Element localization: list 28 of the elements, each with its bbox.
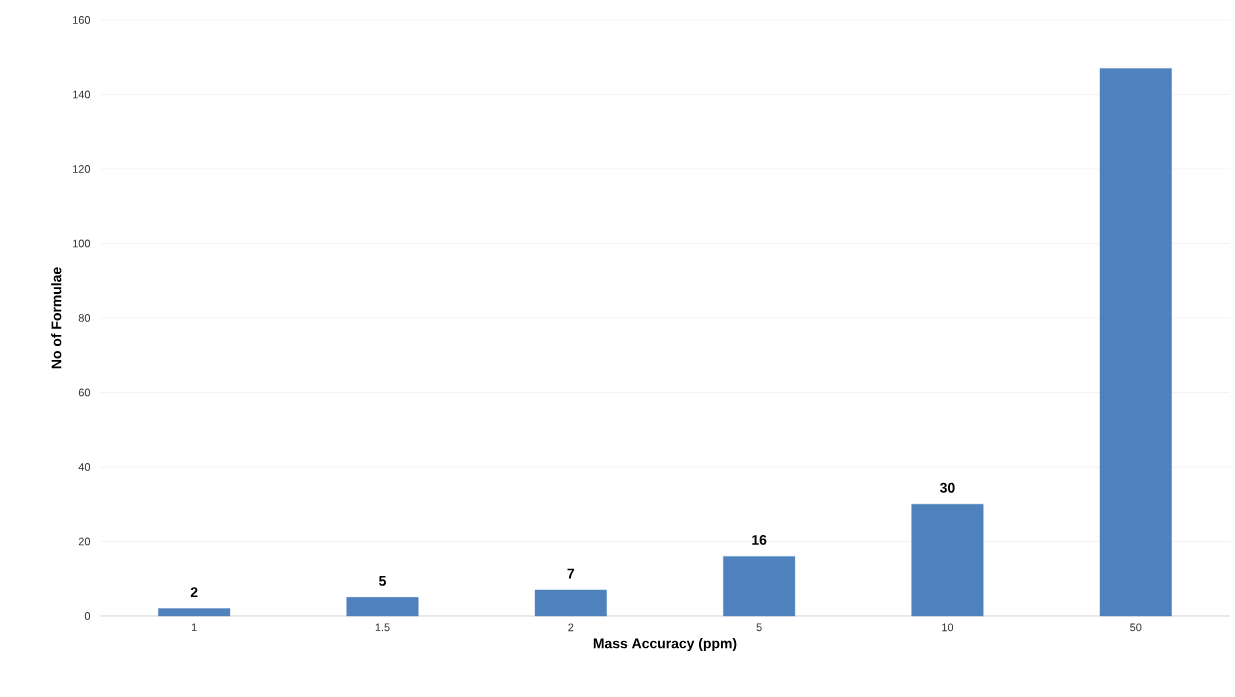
x-tick-label: 10: [942, 623, 954, 632]
y-tick-label: 140: [73, 90, 91, 99]
y-tick-label: 40: [78, 463, 91, 471]
x-tick-label: 2: [568, 623, 574, 632]
data-label: 16: [752, 534, 767, 545]
y-axis-title: No of Formulae: [51, 267, 62, 369]
y-tick-label: 60: [78, 388, 91, 397]
x-tick-label: 1: [191, 623, 197, 632]
y-tick-label: 80: [78, 314, 91, 322]
x-axis-title: Mass Accuracy (ppm): [593, 638, 737, 652]
data-label: 30: [940, 482, 955, 493]
data-label: 7: [567, 568, 575, 579]
y-tick-label: 100: [73, 239, 91, 248]
bar: [534, 589, 607, 617]
y-tick-label: 160: [73, 16, 91, 24]
x-tick-label: 1.5: [375, 623, 390, 632]
x-tick-label: 50: [1130, 623, 1142, 632]
data-label: 5: [379, 576, 386, 586]
y-tick-label: 0: [84, 612, 91, 620]
bar: [723, 556, 796, 617]
bar: [158, 608, 231, 617]
y-tick-label: 120: [73, 165, 91, 173]
y-tick-label: 20: [78, 537, 91, 546]
bar: [911, 504, 984, 617]
x-tick-label: 5: [756, 623, 762, 632]
data-label: 2: [190, 587, 198, 598]
bar: [346, 597, 419, 617]
bar: [1099, 68, 1172, 617]
